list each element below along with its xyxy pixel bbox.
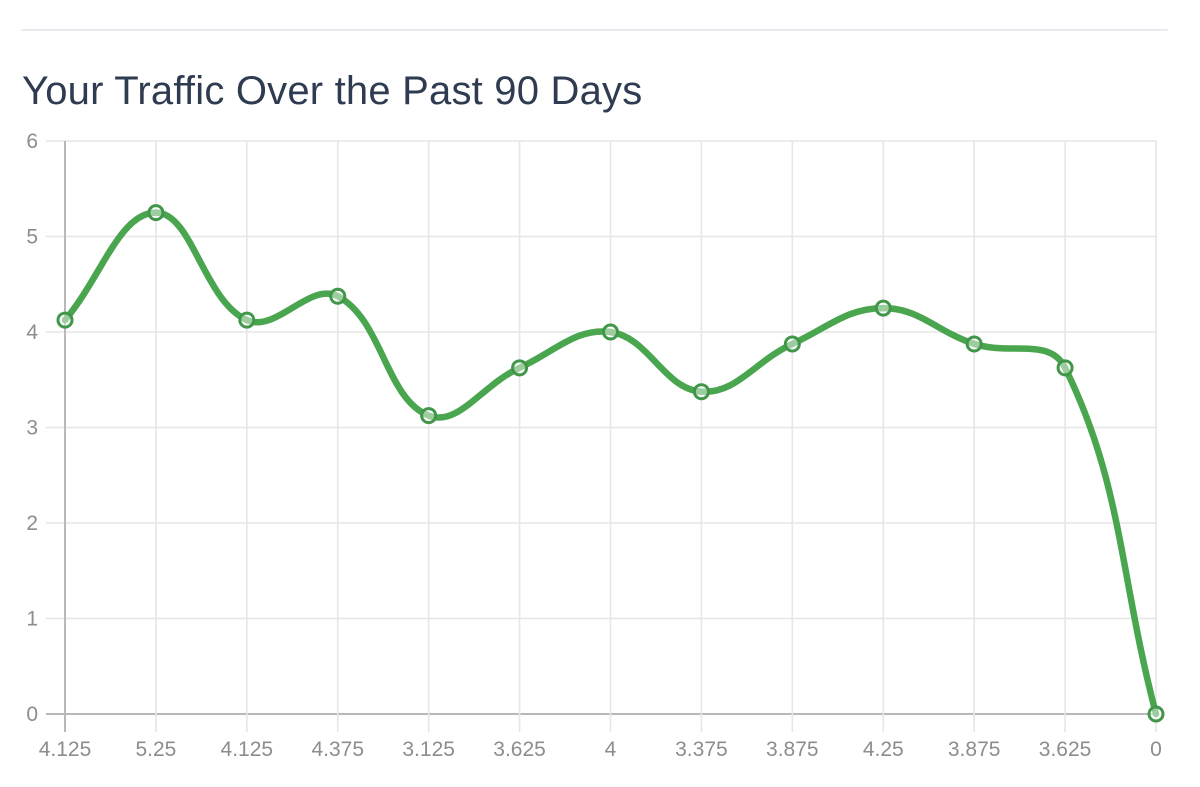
y-tick-label: 0	[26, 703, 38, 726]
x-tick-label: 5.25	[135, 738, 176, 761]
x-tick-label: 3.875	[766, 738, 819, 761]
data-point-marker	[1056, 359, 1074, 377]
x-tick-label: 4.125	[221, 738, 274, 761]
data-point-marker	[783, 335, 801, 353]
y-tick-label: 6	[26, 130, 38, 153]
data-point-marker	[238, 311, 256, 329]
data-point-marker	[692, 383, 710, 401]
y-tick-label: 4	[26, 321, 38, 344]
data-point-marker	[602, 323, 619, 341]
x-tick-label: 4	[605, 738, 617, 761]
x-tick-label: 4.125	[39, 738, 92, 761]
x-tick-label: 3.375	[675, 738, 728, 761]
y-tick-label: 3	[26, 417, 38, 440]
data-point-marker	[147, 204, 165, 222]
x-tick-label: 3.625	[493, 738, 546, 761]
chart-title: Your Traffic Over the Past 90 Days	[22, 69, 643, 113]
data-point-marker	[1147, 705, 1165, 723]
x-tick-label: 3.125	[402, 738, 455, 761]
data-point-marker	[511, 359, 529, 377]
data-point-marker	[329, 287, 347, 305]
x-tick-label: 3.625	[1039, 738, 1092, 761]
data-point-marker	[56, 311, 74, 329]
data-point-marker	[420, 407, 438, 425]
x-tick-label: 4.25	[863, 738, 904, 761]
y-tick-label: 5	[26, 226, 38, 249]
y-tick-label: 2	[26, 512, 38, 535]
data-point-marker	[874, 299, 892, 317]
y-tick-label: 1	[26, 608, 38, 631]
x-tick-label: 3.875	[948, 738, 1001, 761]
x-tick-label: 4.375	[311, 738, 364, 761]
x-tick-label: 0	[1150, 738, 1162, 761]
top-divider	[21, 29, 1168, 31]
data-point-marker	[965, 335, 983, 353]
